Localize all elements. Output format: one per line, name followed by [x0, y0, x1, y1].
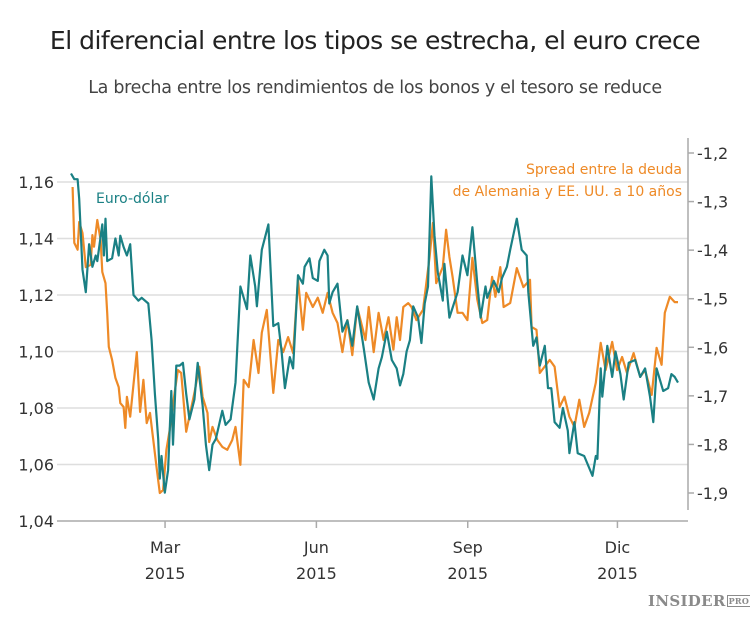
- chart-title: El diferencial entre los tipos se estrec…: [49, 26, 701, 55]
- right-tick-label: -1,4: [697, 241, 728, 260]
- x-tick-year: 2015: [447, 564, 488, 583]
- right-tick-label: -1,6: [697, 338, 728, 357]
- x-tick-year: 2015: [597, 564, 638, 583]
- right-tick-label: -1,9: [697, 484, 728, 503]
- left-tick-label: 1,06: [18, 456, 54, 475]
- series-label-spread-line1: Spread entre la deuda: [526, 162, 682, 178]
- left-tick-label: 1,14: [18, 230, 54, 249]
- x-tick-year: 2015: [145, 564, 186, 583]
- left-tick-label: 1,08: [18, 399, 54, 418]
- euro-dollar-line: [70, 172, 679, 494]
- logo-main: INSIDER: [648, 592, 726, 610]
- left-axis-ticks: 1,04 1,06 1,08 1,10 1,12 1,14 1,16: [18, 173, 54, 531]
- series-lines: [70, 172, 679, 495]
- series-label-euro: Euro-dólar: [96, 191, 169, 207]
- x-tick-year: 2015: [296, 564, 337, 583]
- right-tick-label: -1,3: [697, 193, 728, 212]
- left-tick-label: 1,12: [18, 286, 54, 305]
- right-tick-label: -1,2: [697, 144, 728, 163]
- series-label-spread-line2: de Alemania y EE. UU. a 10 años: [453, 184, 682, 200]
- right-tick-label: -1,5: [697, 290, 728, 309]
- insider-pro-logo: INSIDER PRO: [648, 592, 750, 610]
- gridlines: [57, 181, 688, 466]
- logo-badge: PRO: [726, 595, 750, 607]
- left-tick-label: 1,10: [18, 343, 54, 362]
- left-tick-label: 1,16: [18, 173, 54, 192]
- axes: [57, 138, 689, 522]
- x-tick-month: Mar: [150, 538, 181, 557]
- left-tick-label: 1,04: [18, 512, 54, 531]
- x-tick-month: Sep: [453, 538, 483, 557]
- right-tick-label: -1,8: [697, 435, 728, 454]
- x-axis-ticks: Mar 2015 Jun 2015 Sep 2015 Dic 2015: [145, 521, 638, 583]
- right-tick-label: -1,7: [697, 387, 728, 406]
- chart-subtitle: La brecha entre los rendimientos de los …: [88, 78, 662, 98]
- spread-line: [71, 186, 678, 495]
- x-tick-month: Jun: [303, 538, 329, 557]
- right-axis-ticks: -1,2 -1,3 -1,4 -1,5 -1,6 -1,7 -1,8 -1,9: [688, 144, 728, 503]
- x-tick-month: Dic: [605, 538, 631, 557]
